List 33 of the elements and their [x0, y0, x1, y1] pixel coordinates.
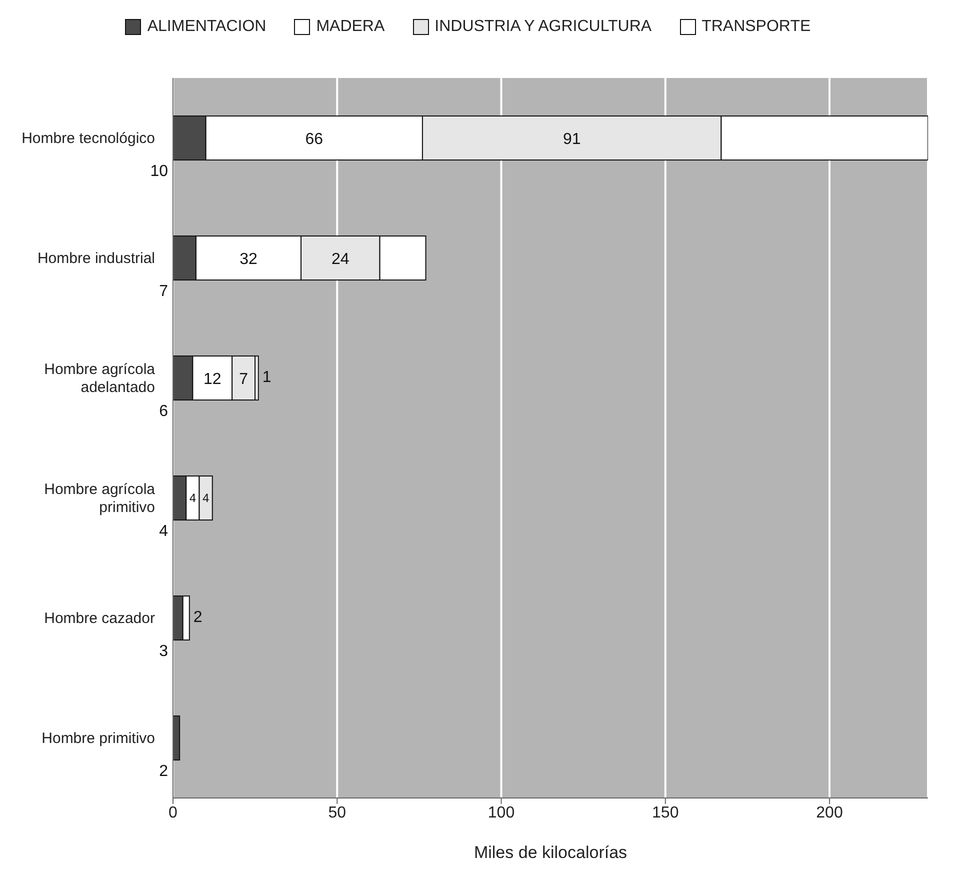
- x-tick-label: 150: [652, 804, 679, 822]
- data-label: 4: [202, 491, 210, 505]
- data-label: 4: [159, 523, 168, 540]
- x-tick-label: 0: [168, 804, 178, 822]
- x-axis-title: Miles de kilocalorías: [474, 843, 628, 862]
- data-label: 4: [189, 491, 196, 505]
- data-label: 3: [159, 643, 168, 660]
- legend-label: MADERA: [316, 18, 385, 36]
- data-label: 7: [159, 283, 168, 300]
- x-tick-label: 50: [328, 804, 346, 822]
- data-label: 91: [562, 131, 581, 148]
- data-label: 1: [262, 369, 272, 386]
- legend-label: ALIMENTACION: [147, 18, 266, 36]
- y-tick-label: Hombre tecnológico: [22, 130, 155, 147]
- data-label: 7: [239, 371, 248, 388]
- y-tick-label: Hombre agrícola adelantado: [44, 361, 156, 396]
- data-label: 66: [305, 131, 324, 148]
- legend-label: TRANSPORTE: [702, 18, 811, 36]
- y-tick-label: Hombre primitivo: [42, 730, 155, 747]
- data-label: 6: [159, 403, 168, 420]
- data-label: 2: [193, 609, 202, 626]
- y-tick-label: Hombre industrial: [37, 250, 155, 267]
- legend-label: INDUSTRIA Y AGRICULTURA: [434, 18, 652, 36]
- data-label: 10: [150, 163, 168, 180]
- x-tick-label: 200: [816, 804, 843, 822]
- data-label: 32: [240, 251, 258, 268]
- bar: [173, 716, 180, 760]
- y-tick-label: Hombre cazador: [44, 610, 155, 627]
- y-tick-label: Hombre agrícola primitivo: [44, 481, 156, 516]
- data-label: 24: [332, 251, 350, 268]
- data-label: 12: [203, 371, 222, 388]
- x-tick-label: 100: [488, 804, 515, 822]
- data-label: 2: [159, 763, 168, 780]
